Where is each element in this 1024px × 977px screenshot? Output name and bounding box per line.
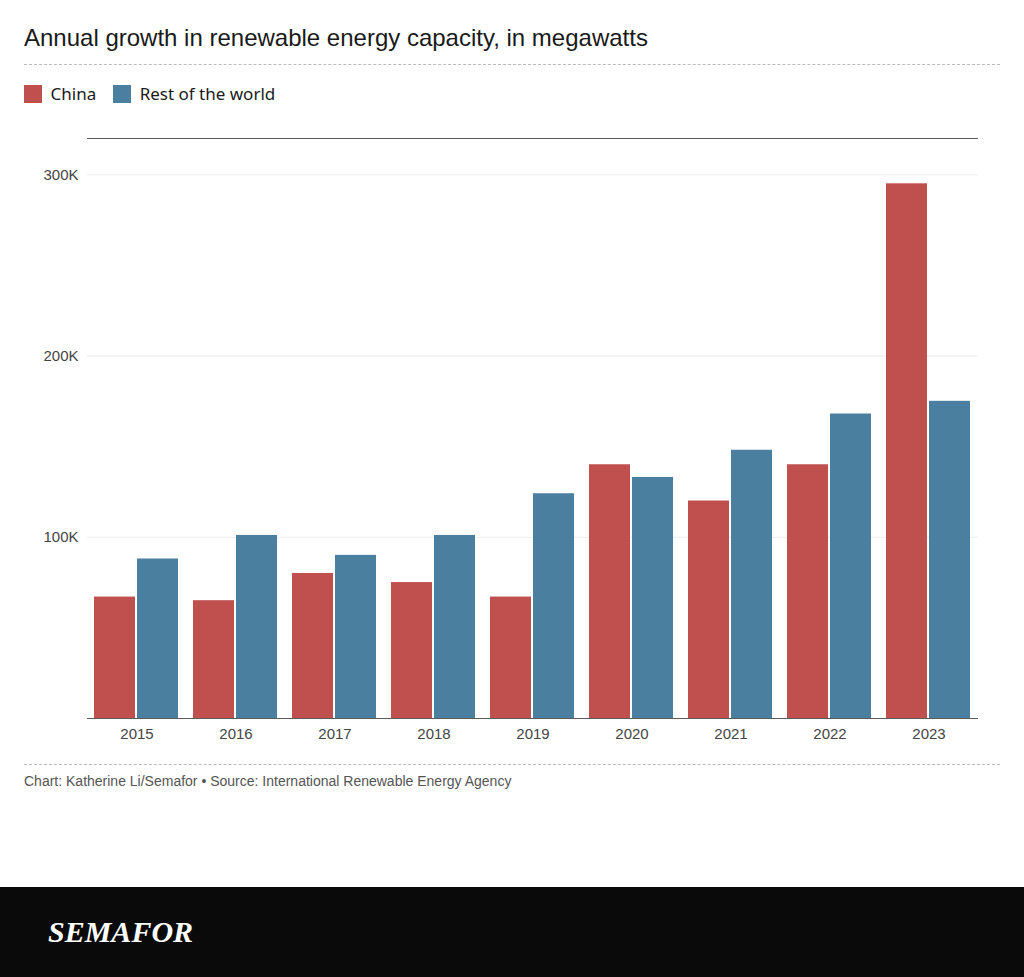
- svg-text:200K: 200K: [43, 347, 78, 364]
- svg-text:2019: 2019: [516, 725, 549, 742]
- html-text:Chart: Katherine Li/Semafor •: Chart: Katherine Li/Semafor • Source: In…: [24, 773, 512, 789]
- svg-text:2018: 2018: [417, 725, 450, 742]
- svg-text:2022: 2022: [813, 725, 846, 742]
- svg-text:2017: 2017: [318, 725, 351, 742]
- svg-text:2020: 2020: [615, 725, 648, 742]
- svg-text:2021: 2021: [714, 725, 747, 742]
- svg-text:2016: 2016: [219, 725, 252, 742]
- html-text:Rest of the world: Rest of the world: [139, 82, 276, 105]
- svg-text:2015: 2015: [120, 725, 153, 742]
- html-text:Annual growth in renewable ene: Annual growth in renewable energy capaci…: [24, 24, 648, 51]
- html-text:China: China: [50, 82, 97, 105]
- html-text:SEMAFOR: SEMAFOR: [48, 915, 194, 948]
- svg-text:300K: 300K: [43, 166, 78, 183]
- svg-text:100K: 100K: [43, 528, 78, 545]
- svg-text:2023: 2023: [912, 725, 945, 742]
